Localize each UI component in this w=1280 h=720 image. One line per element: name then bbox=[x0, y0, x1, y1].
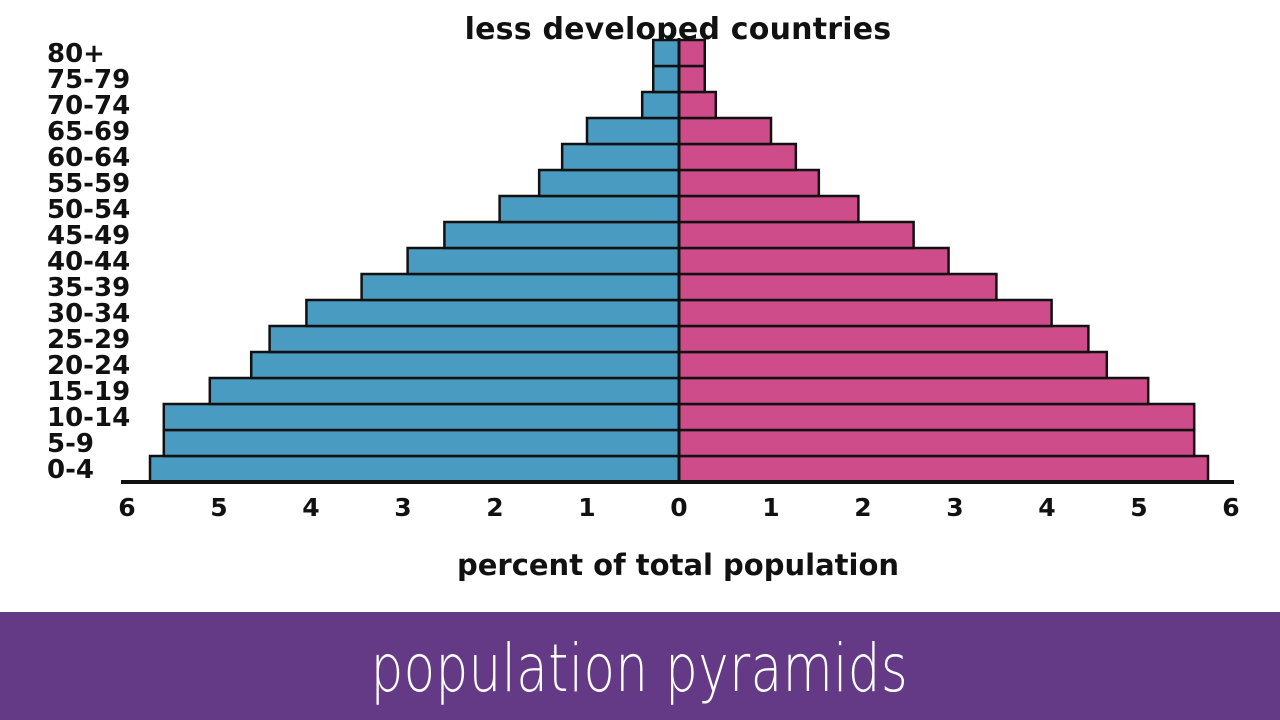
bar-right-70-74 bbox=[677, 90, 718, 120]
x-tick-label: 6 bbox=[118, 493, 135, 522]
x-tick-label: 3 bbox=[946, 493, 963, 522]
bar-left-5-9 bbox=[162, 428, 681, 458]
left-bars-group bbox=[148, 38, 681, 484]
x-tick-label: 6 bbox=[1222, 493, 1239, 522]
x-tick-label: 5 bbox=[210, 493, 227, 522]
bar-left-25-29 bbox=[268, 324, 681, 354]
age-label-10-14: 10-14 bbox=[47, 403, 130, 433]
x-tick-label: 1 bbox=[578, 493, 595, 522]
age-label-35-39: 35-39 bbox=[47, 273, 130, 303]
bar-left-70-74 bbox=[640, 90, 681, 120]
footer-title: population pyramids bbox=[370, 630, 909, 707]
age-label-55-59: 55-59 bbox=[47, 169, 130, 199]
age-label-80+: 80+ bbox=[47, 39, 105, 69]
bar-right-40-44 bbox=[677, 246, 950, 276]
bar-left-15-19 bbox=[208, 376, 681, 406]
pyramid-chart: 0-45-910-1415-1920-2425-2930-3435-3940-4… bbox=[47, 38, 1240, 522]
bar-right-0-4 bbox=[677, 454, 1210, 484]
right-bars-group bbox=[677, 38, 1210, 484]
age-label-45-49: 45-49 bbox=[47, 221, 130, 251]
age-label-75-79: 75-79 bbox=[47, 65, 130, 95]
bar-right-80+ bbox=[677, 38, 707, 68]
bar-left-40-44 bbox=[406, 246, 681, 276]
bar-right-75-79 bbox=[677, 64, 707, 94]
bar-right-60-64 bbox=[677, 142, 798, 172]
x-tick-label: 4 bbox=[302, 493, 319, 522]
bar-left-50-54 bbox=[498, 194, 681, 224]
bar-left-60-64 bbox=[560, 142, 681, 172]
bar-left-20-24 bbox=[249, 350, 681, 380]
bar-left-75-79 bbox=[651, 64, 681, 94]
age-label-15-19: 15-19 bbox=[47, 377, 130, 407]
bar-left-80+ bbox=[651, 38, 681, 68]
age-label-70-74: 70-74 bbox=[47, 91, 130, 121]
x-tick-label: 2 bbox=[486, 493, 503, 522]
bar-right-30-34 bbox=[677, 298, 1053, 328]
bar-right-55-59 bbox=[677, 168, 821, 198]
bar-right-15-19 bbox=[677, 376, 1150, 406]
x-axis bbox=[121, 38, 1234, 484]
bar-right-35-39 bbox=[677, 272, 998, 302]
x-tick-label: 4 bbox=[1038, 493, 1055, 522]
x-tick-label: 0 bbox=[670, 493, 687, 522]
bar-right-5-9 bbox=[677, 428, 1196, 458]
footer-band bbox=[0, 612, 1280, 720]
bar-left-45-49 bbox=[443, 220, 681, 250]
age-labels-group: 0-45-910-1415-1920-2425-2930-3435-3940-4… bbox=[47, 39, 130, 485]
age-label-0-4: 0-4 bbox=[47, 455, 94, 485]
age-label-60-64: 60-64 bbox=[47, 143, 130, 173]
x-tick-label: 1 bbox=[762, 493, 779, 522]
x-tick-label: 2 bbox=[854, 493, 871, 522]
bar-right-45-49 bbox=[677, 220, 915, 250]
bar-left-55-59 bbox=[537, 168, 681, 198]
age-label-40-44: 40-44 bbox=[47, 247, 130, 277]
x-tick-label: 3 bbox=[394, 493, 411, 522]
x-axis-label: percent of total population bbox=[456, 548, 900, 582]
bar-left-10-14 bbox=[162, 402, 681, 432]
bar-left-0-4 bbox=[148, 454, 681, 484]
bar-right-65-69 bbox=[677, 116, 773, 146]
age-label-50-54: 50-54 bbox=[47, 195, 130, 225]
bar-right-25-29 bbox=[677, 324, 1090, 354]
x-tick-label: 5 bbox=[1130, 493, 1147, 522]
age-label-25-29: 25-29 bbox=[47, 325, 130, 355]
bar-right-20-24 bbox=[677, 350, 1109, 380]
bar-left-65-69 bbox=[585, 116, 681, 146]
bar-left-30-34 bbox=[305, 298, 681, 328]
age-label-5-9: 5-9 bbox=[47, 429, 94, 459]
bar-right-50-54 bbox=[677, 194, 860, 224]
x-tick-labels-group: 6 5 4 3 2 1 0 1 2 3 4 5 6 bbox=[118, 493, 1239, 522]
bar-right-10-14 bbox=[677, 402, 1196, 432]
age-label-65-69: 65-69 bbox=[47, 117, 130, 147]
bar-left-35-39 bbox=[360, 272, 681, 302]
age-label-30-34: 30-34 bbox=[47, 299, 130, 329]
age-label-20-24: 20-24 bbox=[47, 351, 130, 381]
